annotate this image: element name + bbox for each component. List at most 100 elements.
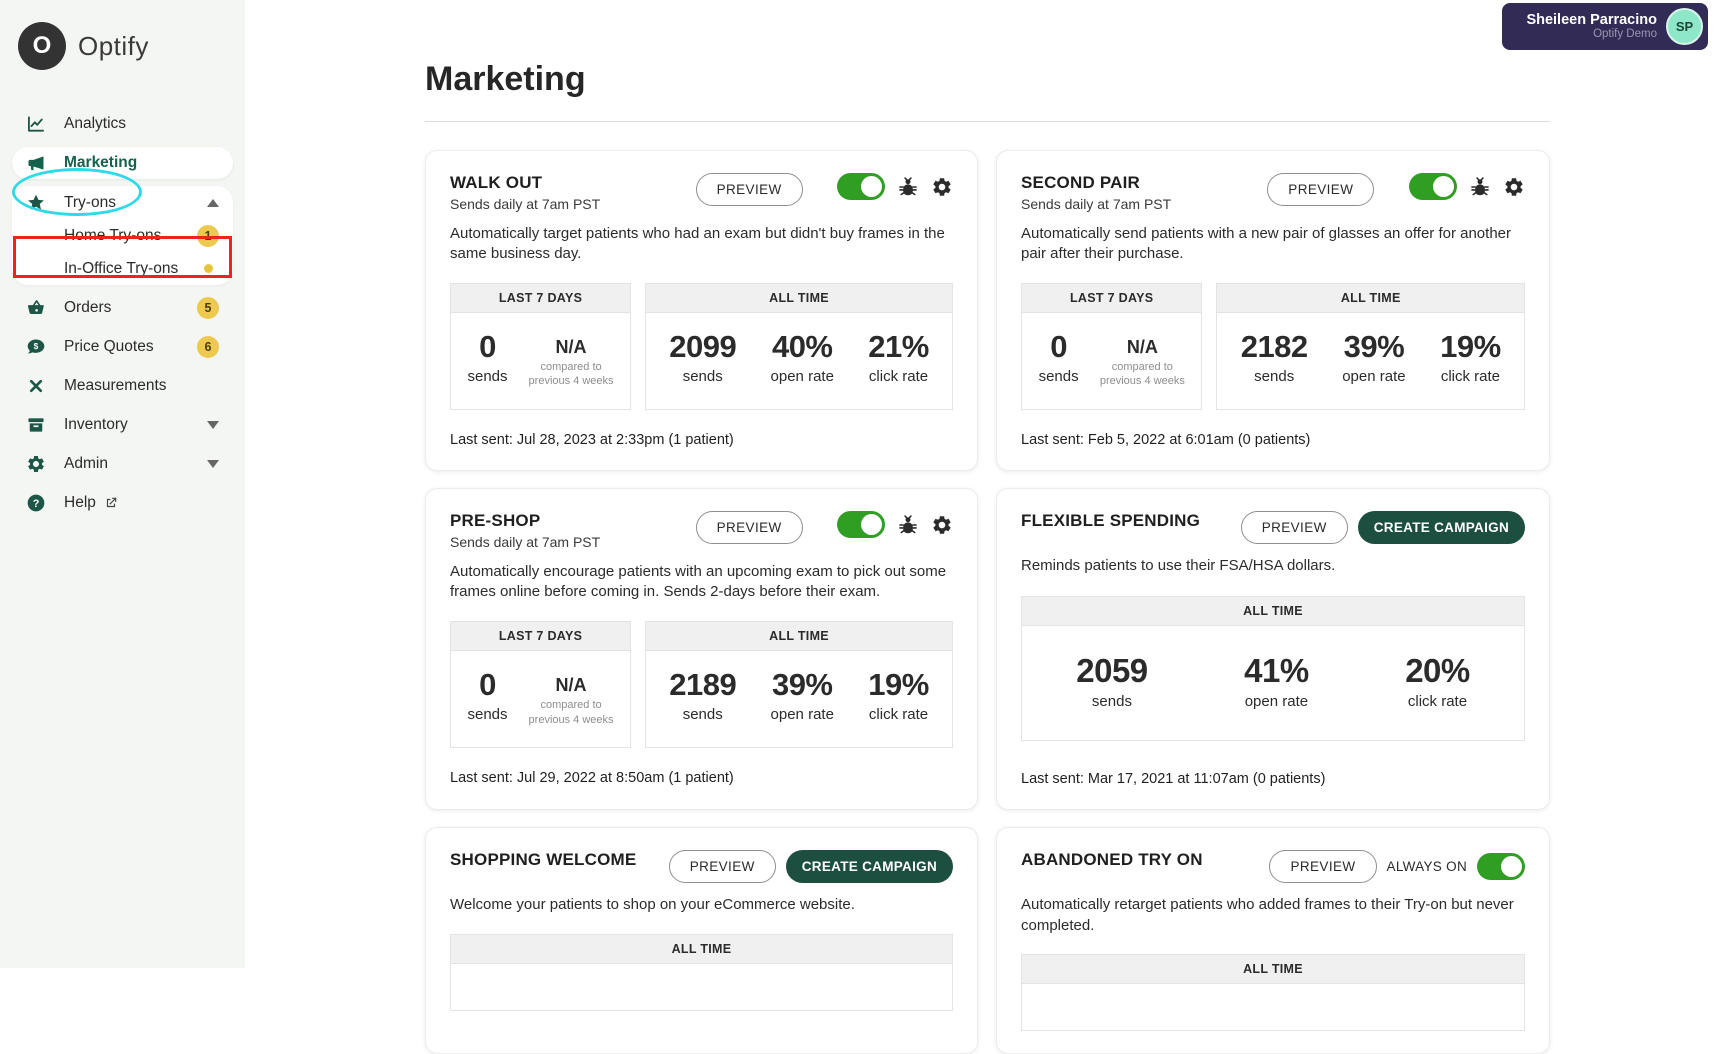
bug-icon[interactable] — [1469, 176, 1491, 198]
sidebar-item-admin[interactable]: Admin — [12, 448, 233, 480]
avatar: SP — [1666, 8, 1703, 45]
last7-sends-value: 0 — [479, 666, 496, 702]
sidebar-item-label: Inventory — [64, 416, 128, 433]
sidebar-item-home-tryons[interactable]: Home Try-ons 1 — [12, 219, 233, 252]
campaign-card-shopping-welcome: SHOPPING WELCOME PREVIEW CREATE CAMPAIGN… — [425, 827, 978, 1054]
sidebar-item-price-quotes[interactable]: $ Price Quotes 6 — [12, 331, 233, 363]
stats-alltime: ALL TIME 2059 sends 41% open rate 20% click… — [1021, 596, 1525, 742]
gear-icon[interactable] — [931, 176, 953, 198]
sidebar-item-label: Orders — [64, 299, 112, 316]
stats-alltime: ALL TIME 2189 sends 39% open rate 19% click… — [645, 620, 953, 749]
page-title: Marketing — [425, 60, 586, 98]
campaign-toggle[interactable] — [837, 511, 885, 539]
alltime-sends-value: 2059 — [1076, 652, 1148, 690]
sidebar-item-label: In-Office Try-ons — [64, 259, 179, 277]
quote-bubble-icon: $ — [26, 337, 46, 357]
campaign-toggle[interactable] — [1408, 173, 1457, 200]
campaign-card-flexible-spending: FLEXIBLE SPENDING PREVIEW CREATE CAMPAIG… — [996, 488, 1550, 811]
inventory-box-icon — [26, 415, 46, 435]
preview-button[interactable]: PREVIEW — [1269, 850, 1377, 884]
stats-last7: LAST 7 DAYS 0 sends N/A compared to previou… — [450, 282, 632, 411]
sidebar-item-marketing[interactable]: Marketing — [12, 147, 233, 179]
sidebar: O Optify Analytics Marketing Try-ons Hom… — [0, 0, 245, 968]
sidebar-item-label: Price Quotes — [64, 338, 154, 355]
campaign-description: Automatically send patients with a new p… — [1021, 225, 1511, 263]
create-campaign-button[interactable]: CREATE CAMPAIGN — [1357, 511, 1525, 545]
campaign-card-pre-shop: PRE-SHOP Sends daily at 7am PST PREVIEW — [425, 488, 978, 811]
title-divider — [425, 121, 1550, 122]
brand-logo-icon: O — [18, 22, 66, 70]
stats-alltime: ALL TIME — [1021, 953, 1525, 1031]
stats-last7: LAST 7 DAYS 0 sends N/A compared to previou… — [450, 620, 632, 749]
user-menu[interactable]: Sheileen Parracino Optify Demo SP — [1502, 3, 1708, 50]
sidebar-item-measurements[interactable]: Measurements — [12, 370, 233, 402]
campaign-title: PRE-SHOP — [450, 511, 541, 531]
create-campaign-button[interactable]: CREATE CAMPAIGN — [785, 850, 953, 884]
star-icon — [26, 193, 46, 213]
sidebar-item-analytics[interactable]: Analytics — [12, 108, 233, 140]
alltime-sends-value: 2182 — [1240, 328, 1308, 364]
preview-button[interactable]: PREVIEW — [1240, 511, 1348, 545]
sidebar-item-in-office-tryons[interactable]: In-Office Try-ons — [12, 252, 233, 285]
campaign-description: Reminds patients to use their FSA/HSA do… — [1021, 557, 1336, 575]
svg-text:?: ? — [33, 498, 40, 510]
alltime-sends-value: 2099 — [669, 328, 737, 364]
preview-button[interactable]: PREVIEW — [695, 173, 803, 206]
preview-button[interactable]: PREVIEW — [668, 850, 776, 884]
campaign-title: SHOPPING WELCOME — [450, 850, 637, 870]
last-sent: Last sent: Mar 17, 2021 at 11:07am (0 pa… — [1021, 771, 1326, 788]
bug-icon[interactable] — [897, 176, 919, 198]
sidebar-item-label: Help — [64, 494, 96, 511]
chevron-up-icon — [207, 198, 219, 207]
click-rate-value: 21% — [868, 328, 929, 364]
open-rate-value: 41% — [1244, 652, 1309, 690]
megaphone-icon — [26, 153, 46, 173]
bug-icon[interactable] — [897, 514, 919, 536]
preview-button[interactable]: PREVIEW — [695, 511, 803, 545]
campaign-title: WALK OUT — [450, 173, 543, 192]
help-icon: ? — [26, 493, 46, 513]
brand-logo[interactable]: O Optify — [18, 22, 227, 70]
analytics-icon — [26, 114, 46, 134]
last-sent: Last sent: Jul 29, 2022 at 8:50am (1 pat… — [450, 770, 734, 787]
campaign-card-abandoned-try-on: ABANDONED TRY ON PREVIEW ALWAYS ON Autom… — [996, 827, 1550, 1054]
always-on-label: ALWAYS ON — [1386, 859, 1467, 875]
stats-alltime: ALL TIME 2182 sends 39% open rate 19% click… — [1216, 282, 1525, 411]
open-rate-value: 40% — [771, 328, 833, 364]
sidebar-item-label: Measurements — [64, 377, 167, 394]
chevron-down-icon — [207, 421, 219, 429]
campaign-card-walk-out: WALK OUT Sends daily at 7am PST PREVIEW — [425, 150, 978, 472]
click-rate-value: 19% — [868, 666, 929, 702]
sidebar-item-inventory[interactable]: Inventory — [12, 409, 233, 441]
sidebar-group-tryons: Try-ons Home Try-ons 1 In-Office Try-ons — [12, 186, 233, 285]
gear-icon[interactable] — [1503, 176, 1525, 198]
last7-sends-value: 0 — [1050, 328, 1067, 364]
gear-icon[interactable] — [931, 514, 953, 536]
open-rate-value: 39% — [1343, 328, 1405, 364]
sidebar-item-tryons[interactable]: Try-ons — [12, 186, 233, 219]
sidebar-item-help[interactable]: ? Help — [12, 487, 233, 519]
sidebar-item-label: Try-ons — [64, 193, 116, 211]
stats-alltime: ALL TIME 2099 sends 40% open rate 21% click… — [645, 282, 953, 411]
last-sent: Last sent: Feb 5, 2022 at 6:01am (0 pati… — [1021, 432, 1311, 449]
comparison-value: N/A — [555, 336, 587, 357]
click-rate-value: 20% — [1405, 652, 1470, 690]
campaign-toggle[interactable] — [1477, 853, 1525, 881]
preview-button[interactable]: PREVIEW — [1267, 173, 1375, 206]
external-link-icon — [104, 496, 118, 510]
last7-sends-value: 0 — [479, 328, 496, 364]
count-badge: 6 — [197, 336, 219, 358]
last-sent: Last sent: Jul 28, 2023 at 2:33pm (1 pat… — [450, 432, 734, 449]
stats-alltime: ALL TIME — [450, 933, 953, 1011]
basket-icon — [26, 298, 46, 318]
click-rate-value: 19% — [1440, 328, 1501, 364]
comparison-value: N/A — [1126, 336, 1158, 357]
campaign-card-second-pair: SECOND PAIR Sends daily at 7am PST PREVI… — [996, 150, 1550, 472]
measure-tools-icon — [26, 376, 46, 396]
sidebar-item-label: Analytics — [64, 115, 127, 132]
campaign-grid: WALK OUT Sends daily at 7am PST PREVIEW — [425, 150, 1550, 1054]
notification-dot — [204, 264, 213, 273]
open-rate-value: 39% — [771, 666, 833, 702]
sidebar-item-orders[interactable]: Orders 5 — [12, 292, 233, 324]
campaign-toggle[interactable] — [837, 173, 885, 200]
